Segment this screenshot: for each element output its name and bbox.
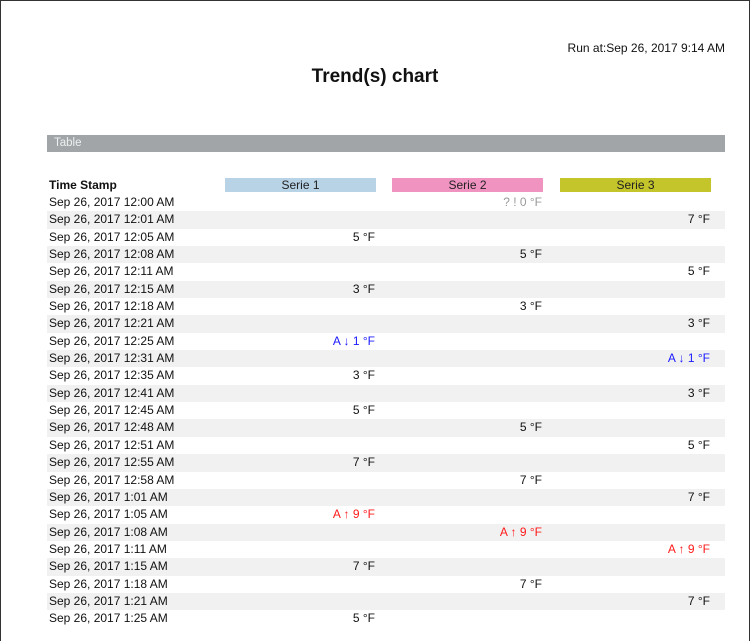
page-title: Trend(s) chart <box>311 66 439 87</box>
serie-3-value-cell: 3 °F <box>687 385 710 400</box>
serie-2-value-cell: 7 °F <box>519 472 542 487</box>
column-header-serie-2: Serie 2 <box>392 178 543 192</box>
serie-1-value-cell: 3 °F <box>352 368 375 383</box>
time-stamp-cell: Sep 26, 2017 12:08 AM <box>49 247 175 262</box>
table-row: Sep 26, 2017 12:18 AM 3 °F <box>47 298 725 315</box>
time-stamp-cell: Sep 26, 2017 1:11 AM <box>49 541 167 556</box>
table-row: Sep 26, 2017 12:41 AM 3 °F <box>47 384 725 403</box>
time-stamp-cell: Sep 26, 2017 1:15 AM <box>49 559 168 574</box>
serie-2-value-cell: 5 °F <box>519 247 542 262</box>
serie-1-value-cell: 5 °F <box>352 611 375 626</box>
table-row: Sep 26, 2017 12:51 AM 5 °F <box>47 437 725 454</box>
serie-2-value-cell: 3 °F <box>519 299 542 314</box>
table-row: Sep 26, 2017 12:58 AM 7 °F <box>47 472 725 489</box>
table-row: Sep 26, 2017 12:45 AM 5 °F <box>47 402 725 419</box>
serie-3-value-cell: A ↓ 1 °F <box>667 351 710 366</box>
time-stamp-cell: Sep 26, 2017 1:25 AM <box>49 611 168 626</box>
table-row: Sep 26, 2017 12:35 AM 3 °F <box>47 367 725 384</box>
time-stamp-cell: Sep 26, 2017 1:21 AM <box>49 593 168 608</box>
table-row: Sep 26, 2017 12:31 AM A ↓ 1 °F <box>47 350 725 368</box>
serie-3-value-cell: 7 °F <box>687 489 710 504</box>
table-row: Sep 26, 2017 1:15 AM 7 °F <box>47 558 725 576</box>
table-row: Sep 26, 2017 1:11 AM A ↑ 9 °F <box>47 541 725 558</box>
time-stamp-cell: Sep 26, 2017 12:41 AM <box>49 385 175 400</box>
table-row: Sep 26, 2017 1:21 AM 7 °F <box>47 592 725 611</box>
serie-2-value-cell: A ↑ 9 °F <box>499 524 542 539</box>
time-stamp-cell: Sep 26, 2017 12:01 AM <box>49 212 175 227</box>
table-row: Sep 26, 2017 12:01 AM 7 °F <box>47 211 725 229</box>
time-stamp-cell: Sep 26, 2017 1:05 AM <box>49 507 168 522</box>
time-stamp-cell: Sep 26, 2017 12:18 AM <box>49 299 175 314</box>
time-stamp-cell: Sep 26, 2017 12:35 AM <box>49 368 175 383</box>
time-stamp-cell: Sep 26, 2017 12:51 AM <box>49 437 175 452</box>
serie-1-value-cell: 5 °F <box>352 403 375 418</box>
column-header-time-stamp: Time Stamp <box>49 178 117 192</box>
time-stamp-cell: Sep 26, 2017 12:58 AM <box>49 472 175 487</box>
time-stamp-cell: Sep 26, 2017 12:25 AM <box>49 333 175 348</box>
serie-1-value-cell: 7 °F <box>352 455 375 470</box>
time-stamp-cell: Sep 26, 2017 12:05 AM <box>49 229 175 244</box>
serie-1-value-cell: 5 °F <box>352 229 375 244</box>
table-row: Sep 26, 2017 12:15 AM 3 °F <box>47 280 725 299</box>
table-row: Sep 26, 2017 1:05 AM A ↑ 9 °F <box>47 506 725 523</box>
serie-3-value-cell: 3 °F <box>687 316 710 331</box>
time-stamp-cell: Sep 26, 2017 1:08 AM <box>49 524 168 539</box>
serie-3-value-cell: 7 °F <box>687 212 710 227</box>
serie-3-value-cell: 5 °F <box>687 264 710 279</box>
serie-1-value-cell: A ↑ 9 °F <box>332 507 375 522</box>
run-at-timestamp: Run at:Sep 26, 2017 9:14 AM <box>567 41 725 55</box>
time-stamp-cell: Sep 26, 2017 12:15 AM <box>49 281 175 296</box>
table-row: Sep 26, 2017 12:55 AM 7 °F <box>47 454 725 472</box>
time-stamp-cell: Sep 26, 2017 12:31 AM <box>49 351 175 366</box>
column-header-serie-3: Serie 3 <box>560 178 711 192</box>
table-row: Sep 26, 2017 12:21 AM 3 °F <box>47 315 725 333</box>
serie-2-value-cell: 5 °F <box>519 420 542 435</box>
serie-1-value-cell: 7 °F <box>352 559 375 574</box>
table-row: Sep 26, 2017 1:18 AM 7 °F <box>47 576 725 593</box>
serie-3-value-cell: 5 °F <box>687 437 710 452</box>
time-stamp-cell: Sep 26, 2017 12:11 AM <box>49 264 174 279</box>
serie-2-value-cell: 7 °F <box>519 576 542 591</box>
table-row: Sep 26, 2017 1:01 AM 7 °F <box>47 488 725 507</box>
table-row: Sep 26, 2017 12:25 AM A ↓ 1 °F <box>47 333 725 350</box>
serie-3-value-cell: A ↑ 9 °F <box>667 541 710 556</box>
table-row: Sep 26, 2017 12:11 AM 5 °F <box>47 263 725 280</box>
table-row: Sep 26, 2017 12:05 AM 5 °F <box>47 229 725 246</box>
time-stamp-cell: Sep 26, 2017 12:45 AM <box>49 403 175 418</box>
time-stamp-cell: Sep 26, 2017 1:01 AM <box>49 489 168 504</box>
column-header-serie-1: Serie 1 <box>225 178 376 192</box>
data-table: Sep 26, 2017 12:00 AM? ! 0 °F Sep 26, 201… <box>47 194 725 628</box>
time-stamp-cell: Sep 26, 2017 12:00 AM <box>49 195 175 209</box>
serie-1-value-cell: 3 °F <box>352 281 375 296</box>
time-stamp-cell: Sep 26, 2017 12:55 AM <box>49 455 175 470</box>
section-header-table: Table <box>47 135 725 152</box>
table-row: Sep 26, 2017 1:25 AM 5 °F <box>47 610 725 627</box>
serie-2-value-cell: ? ! 0 °F <box>503 195 542 209</box>
table-row: Sep 26, 2017 12:08 AM 5 °F <box>47 246 725 264</box>
time-stamp-cell: Sep 26, 2017 1:18 AM <box>49 576 168 591</box>
table-row: Sep 26, 2017 12:00 AM ? ! 0 °F <box>47 194 725 211</box>
time-stamp-cell: Sep 26, 2017 12:21 AM <box>49 316 175 331</box>
time-stamp-cell: Sep 26, 2017 12:48 AM <box>49 420 175 435</box>
table-row: Sep 26, 2017 1:08 AM A ↑ 9 °F <box>47 523 725 541</box>
table-row: Sep 26, 2017 12:48 AM 5 °F <box>47 419 725 437</box>
serie-3-value-cell: 7 °F <box>687 593 710 608</box>
serie-1-value-cell: A ↓ 1 °F <box>332 333 375 348</box>
